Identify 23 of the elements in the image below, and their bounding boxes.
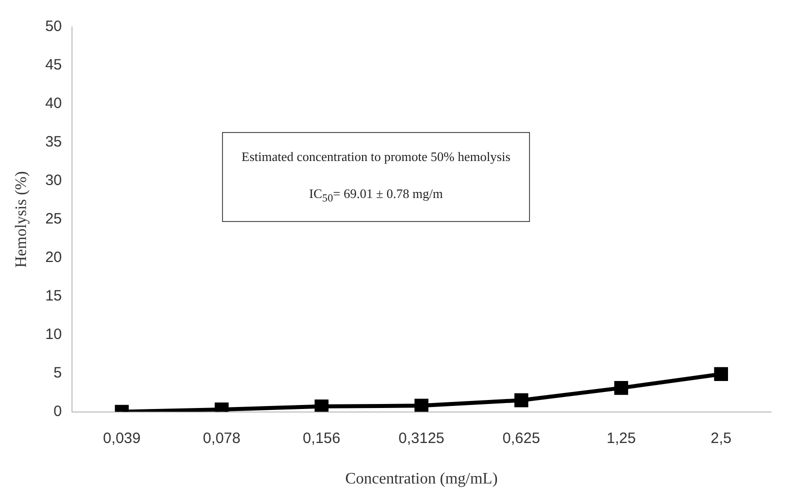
- y-tick-label: 40: [45, 95, 62, 112]
- y-tick-label: 15: [45, 288, 62, 304]
- y-tick-label: 30: [45, 172, 62, 190]
- x-tick-label: 0,078: [202, 430, 240, 447]
- y-tick-label: 5: [54, 364, 62, 382]
- x-tick-label: 2,5: [710, 430, 732, 447]
- annotation: Estimated concentration to promote 50% hemolysis: [240, 149, 512, 166]
- annotation: IC$_{50}$= 69.01 ± 0.78 mg/m: [308, 186, 444, 205]
- x-axis-title: Concentration (mg/mL): [345, 470, 498, 488]
- x-tick-label: 1,25: [606, 430, 636, 447]
- y-tick-label: 10: [45, 326, 62, 343]
- y-tick-label: 35: [45, 134, 62, 151]
- y-tick-label: 20: [45, 249, 62, 266]
- y-tick-label: 25: [45, 210, 62, 228]
- y-tick-label: 0: [54, 402, 62, 420]
- y-tick-label: 50: [45, 18, 62, 36]
- x-tick-label: 0,625: [502, 430, 540, 447]
- x-tick-label: 0,039: [103, 430, 141, 447]
- note-box: Estimated concentration to promote 50% hemolysis IC$_{50}$= 69.01 ± 0.78 mg/m: [222, 132, 530, 222]
- y-tick-label: 45: [45, 56, 62, 74]
- x-tick-label: 0,156: [302, 430, 340, 447]
- y-axis-title: Hemolysis (%): [12, 171, 30, 268]
- x-tick-label: 0,3125: [398, 430, 444, 447]
